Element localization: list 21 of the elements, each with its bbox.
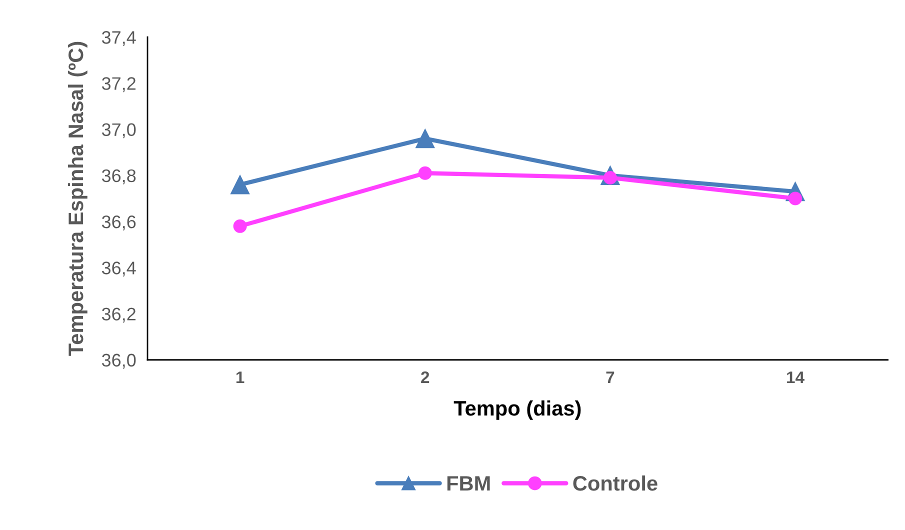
- y-tick-label: 36,0: [102, 354, 136, 369]
- y-tick-label: 37,4: [102, 31, 136, 46]
- point: [788, 192, 802, 206]
- y-tick-label: 36,4: [102, 262, 136, 277]
- point: [233, 219, 247, 233]
- point: [230, 175, 250, 194]
- y-tick-label: 37,0: [102, 123, 136, 138]
- legend-label: FBM: [447, 476, 490, 491]
- y-tick-label: 37,2: [102, 77, 136, 92]
- x-tick-label: 7: [606, 372, 614, 384]
- x-tick-label: 1: [236, 372, 244, 384]
- y-axis-title: Temperatura Espinha Nasal (ºC): [68, 42, 88, 356]
- legend-label: Controle: [573, 475, 658, 491]
- point: [416, 128, 435, 148]
- y-tick-label: 36,6: [102, 215, 136, 230]
- point: [418, 166, 432, 180]
- x-tick-label: 2: [421, 371, 430, 384]
- y-tick-label: 36,8: [102, 169, 136, 184]
- x-tick-label: 14: [787, 372, 804, 384]
- y-tick-label: 36,2: [102, 308, 136, 323]
- x-axis-title: Tempo (dias): [454, 400, 581, 420]
